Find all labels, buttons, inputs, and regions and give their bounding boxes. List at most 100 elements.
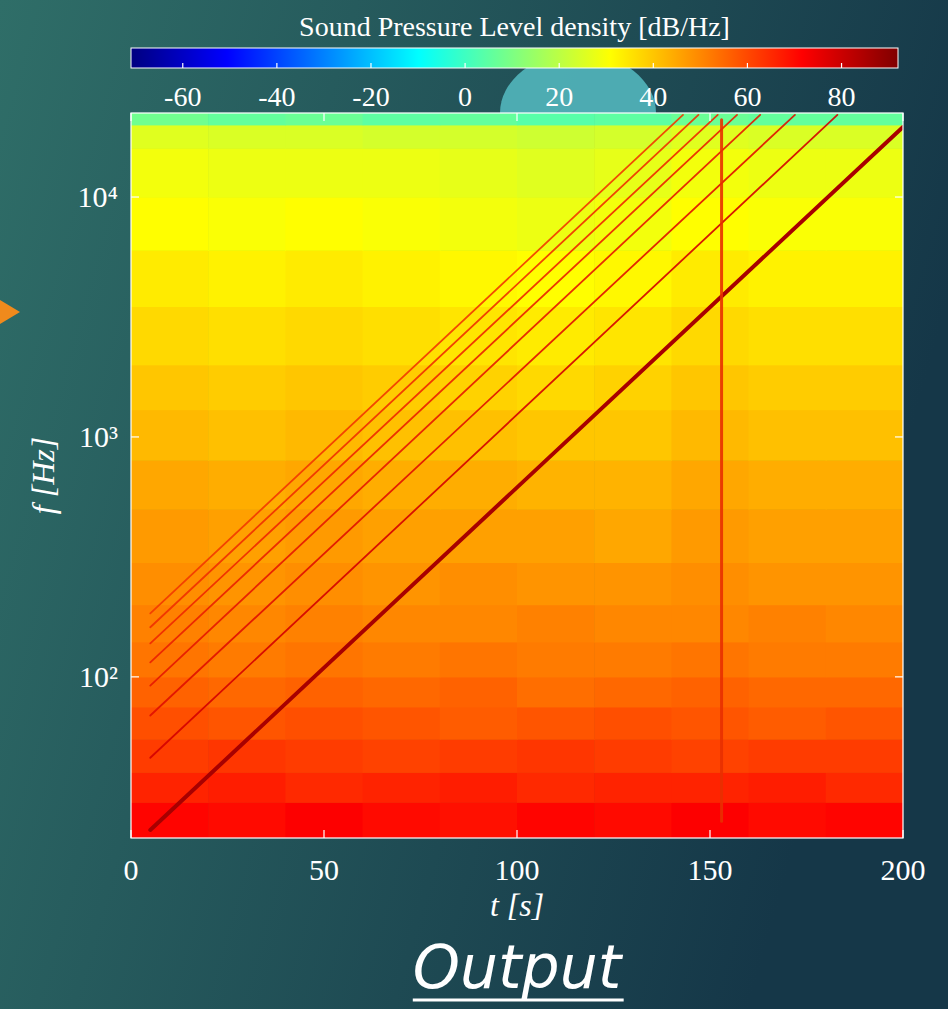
heat-cell [749, 197, 827, 251]
heat-cell [131, 509, 209, 563]
heat-cell [363, 197, 441, 251]
caption-underline [413, 999, 624, 1002]
y-tick [131, 676, 139, 677]
heat-cell [517, 460, 595, 510]
heat-cell [208, 802, 286, 838]
heat-cell [208, 739, 286, 773]
sweep-line [720, 120, 723, 822]
heat-cell [826, 772, 903, 803]
heat-cell [285, 739, 363, 773]
x-tick-label: 150 [688, 853, 733, 886]
heat-cell [285, 306, 363, 365]
heat-cell [749, 642, 827, 678]
heat-cell [285, 460, 363, 510]
heat-cell [517, 148, 595, 198]
heat-cell [363, 802, 441, 838]
heat-cell [826, 739, 903, 773]
heat-cell [594, 148, 672, 198]
y-tick [895, 436, 903, 437]
heat-cell [517, 739, 595, 773]
heat-cell [131, 460, 209, 510]
heat-cell [671, 802, 749, 838]
heat-cell [285, 605, 363, 643]
heat-cell [594, 410, 672, 461]
background [0, 0, 948, 1009]
heat-cell [594, 306, 672, 365]
heat-cell [517, 772, 595, 803]
heat-cell [594, 677, 672, 708]
heat-cell [285, 642, 363, 678]
heat-cell [440, 772, 518, 803]
decor-triangle [0, 300, 20, 324]
heat-cell [208, 113, 286, 125]
heat-cell [363, 113, 441, 125]
heat-cell [517, 605, 595, 643]
x-tick [709, 830, 710, 838]
colorbar-tick [653, 63, 654, 68]
x-tick-label: 50 [309, 853, 339, 886]
heat-cell [363, 509, 441, 563]
heat-cell [363, 677, 441, 708]
sweep-line [150, 115, 683, 613]
sweep-line [150, 115, 698, 627]
heat-cell [826, 197, 903, 251]
heat-cell [671, 306, 749, 365]
heat-cell [208, 460, 286, 510]
heat-cell [363, 707, 441, 740]
x-tick [709, 113, 710, 121]
heat-cell [208, 605, 286, 643]
colorbar-tick [464, 63, 465, 68]
heat-cell [826, 707, 903, 740]
heat-cell [671, 460, 749, 510]
heat-cell [363, 148, 441, 198]
y-tick [131, 196, 139, 197]
heat-cell [440, 707, 518, 740]
heat-cell [208, 197, 286, 251]
heat-cell [671, 509, 749, 563]
heat-cell [826, 562, 903, 605]
colorbar-tick-label: 60 [733, 81, 761, 112]
colorbar-tick-label: -60 [164, 81, 201, 112]
colorbar-tick [276, 63, 277, 68]
colorbar-tick [747, 63, 748, 68]
heat-cell [285, 707, 363, 740]
x-tick [902, 830, 903, 838]
heat-cell [594, 772, 672, 803]
heat-cell [208, 250, 286, 307]
heat-cell [826, 677, 903, 708]
heat-cell [749, 410, 827, 461]
heat-cell [826, 642, 903, 678]
heat-cell [671, 562, 749, 605]
heat-cell [594, 605, 672, 643]
heat-cell [208, 410, 286, 461]
heat-cell [826, 250, 903, 307]
heat-cell [517, 802, 595, 838]
sweep-line [150, 115, 760, 686]
x-tick [130, 830, 131, 838]
heat-cell [594, 460, 672, 510]
heat-cell [594, 562, 672, 605]
figure: 05010015020010²10³10⁴t [s]f [Hz]-60-40-2… [0, 0, 948, 1009]
heat-cell [363, 739, 441, 773]
y-tick [131, 436, 139, 437]
heat-cell [517, 642, 595, 678]
heat-cell [285, 125, 363, 149]
colorbar-tick [182, 63, 183, 68]
heat-cell [131, 677, 209, 708]
y-axis-title: f [Hz] [25, 437, 61, 514]
heat-cell [208, 772, 286, 803]
colorbar-tick-label: 0 [458, 81, 472, 112]
heat-cell [285, 250, 363, 307]
heat-cell [826, 410, 903, 461]
heat-cell [826, 802, 903, 838]
heat-cell [749, 802, 827, 838]
x-tick [130, 113, 131, 121]
heat-cell [671, 605, 749, 643]
heat-cell [285, 410, 363, 461]
heat-cell [440, 250, 518, 307]
heat-cell [285, 148, 363, 198]
heat-cell [671, 739, 749, 773]
y-tick-label: 10³ [79, 420, 118, 453]
heat-cell [440, 509, 518, 563]
heat-cell [285, 113, 363, 125]
